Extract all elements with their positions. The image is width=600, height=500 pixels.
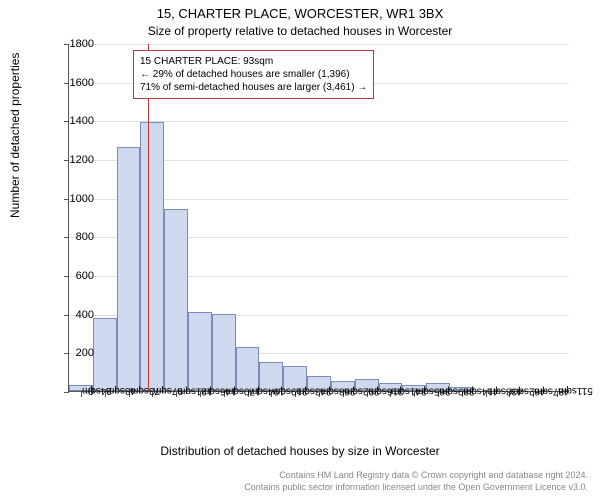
annotation-box: 15 CHARTER PLACE: 93sqm ← 29% of detache… [133, 50, 374, 99]
histogram-bar [212, 314, 236, 391]
histogram-bar [236, 347, 260, 391]
plot-area: 15 CHARTER PLACE: 93sqm ← 29% of detache… [68, 44, 568, 392]
ytick-label: 800 [54, 231, 94, 243]
ytick-label: 1600 [54, 77, 94, 89]
annotation-line: 71% of semi-detached houses are larger (… [140, 81, 367, 94]
ytick-label: 1200 [54, 154, 94, 166]
ytick-label: 200 [54, 347, 94, 359]
chart-container: 15, CHARTER PLACE, WORCESTER, WR1 3BX Si… [0, 0, 600, 500]
ytick-label: 400 [54, 309, 94, 321]
annotation-line: ← 29% of detached houses are smaller (1,… [140, 68, 367, 81]
y-axis-label: Number of detached properties [8, 53, 22, 218]
chart-title-sub: Size of property relative to detached ho… [0, 24, 600, 38]
histogram-bar [188, 312, 212, 391]
chart-title-main: 15, CHARTER PLACE, WORCESTER, WR1 3BX [0, 6, 600, 21]
histogram-bar [117, 147, 141, 391]
x-axis-label: Distribution of detached houses by size … [0, 444, 600, 458]
gridline [69, 44, 569, 45]
ytick-label: 1000 [54, 193, 94, 205]
annotation-line: 15 CHARTER PLACE: 93sqm [140, 55, 367, 68]
footer-line-2: Contains public sector information licen… [0, 482, 600, 492]
histogram-bar [164, 209, 188, 391]
histogram-bar [93, 318, 117, 391]
ytick-label: 1400 [54, 115, 94, 127]
histogram-bar [140, 122, 164, 391]
ytick-label: 1800 [54, 38, 94, 50]
footer-line-1: Contains HM Land Registry data © Crown c… [0, 470, 600, 480]
ytick-label: 600 [54, 270, 94, 282]
